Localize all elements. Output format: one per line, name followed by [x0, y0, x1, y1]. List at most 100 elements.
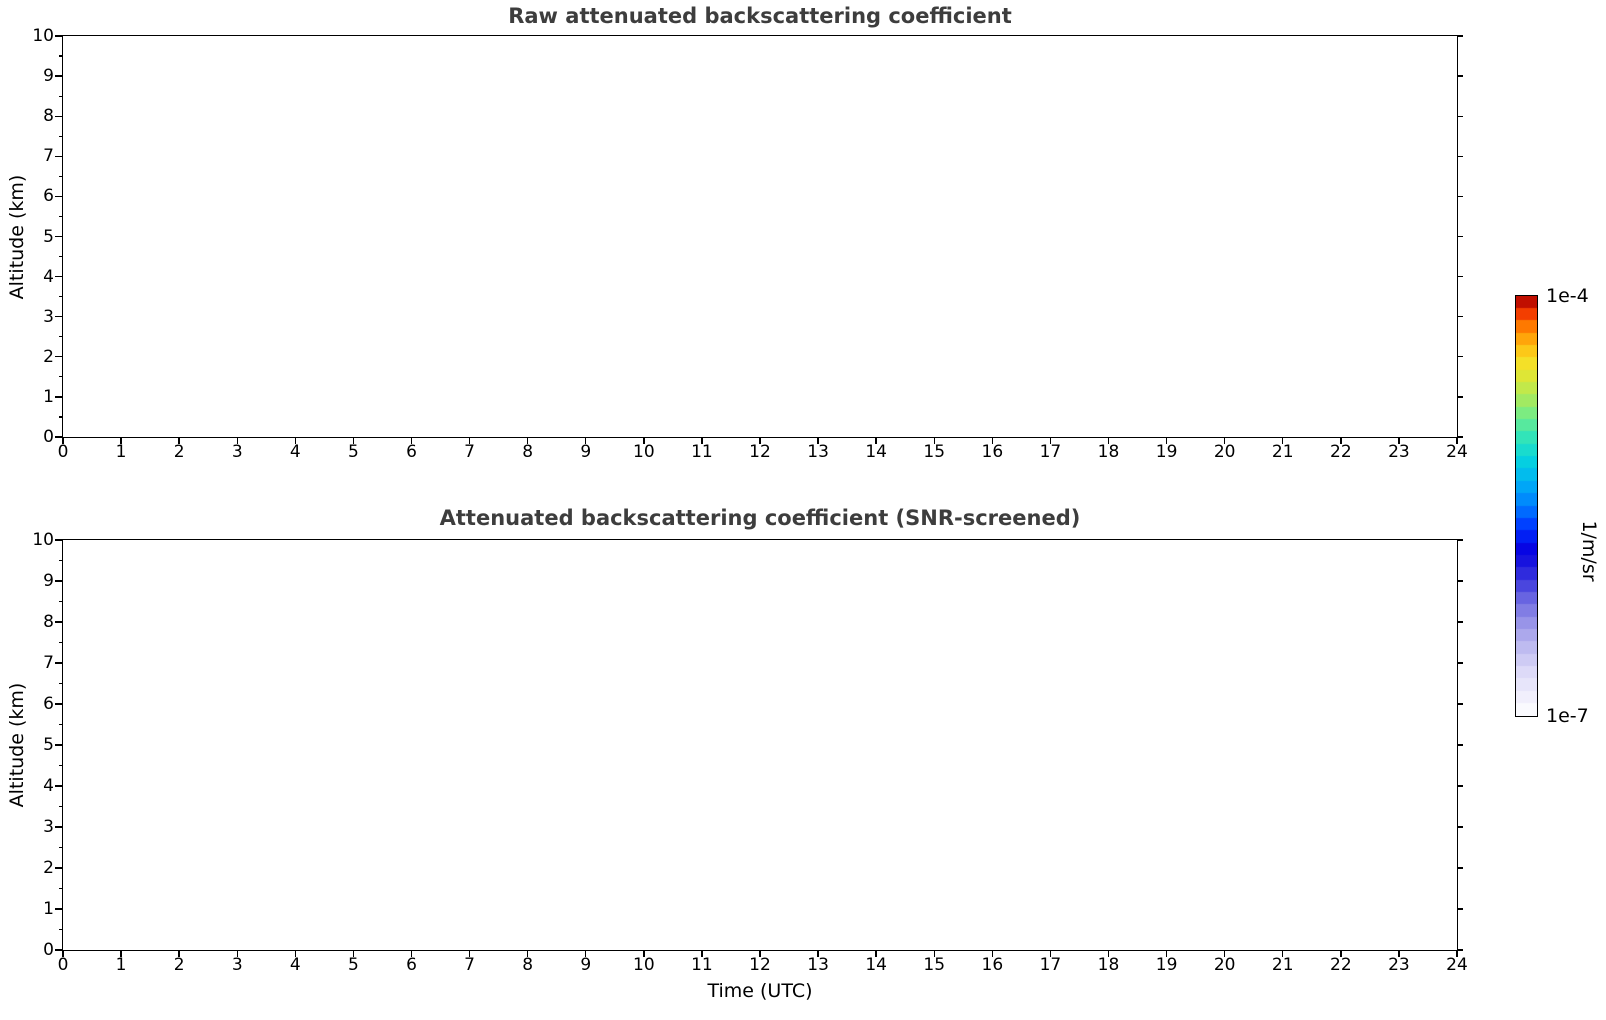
y-minor-tick — [59, 296, 63, 298]
x-tick — [62, 950, 64, 957]
x-tick — [1340, 950, 1342, 957]
y-tick — [55, 703, 63, 705]
x-tick-label: 4 — [289, 442, 301, 462]
y-tick-label: 7 — [43, 146, 54, 167]
panel2-frame — [62, 539, 1458, 951]
y-tick-right — [1457, 662, 1463, 664]
x-tick — [701, 950, 703, 957]
x-tick-label: 10 — [633, 955, 655, 975]
y-tick-label: 10 — [32, 530, 54, 550]
y-minor-tick — [59, 376, 63, 378]
y-tick-right — [1457, 580, 1463, 582]
y-tick-label: 6 — [43, 694, 54, 714]
y-tick-label: 5 — [43, 735, 54, 755]
x-tick — [526, 950, 529, 957]
y-tick-right — [1457, 539, 1463, 541]
y-tick-label: 2 — [43, 858, 54, 878]
y-tick — [55, 275, 63, 278]
x-tick — [759, 437, 761, 444]
y-tick-right — [1457, 275, 1463, 278]
x-tick — [991, 950, 994, 957]
colorbar-min-label: 1e-7 — [1546, 705, 1589, 727]
y-tick-right — [1457, 867, 1463, 869]
y-tick — [55, 621, 63, 623]
x-tick — [294, 950, 297, 957]
x-tick — [643, 437, 645, 444]
x-tick-label: 2 — [173, 955, 185, 975]
x-tick — [1107, 437, 1110, 444]
y-minor-tick — [59, 600, 63, 603]
y-minor-tick — [59, 175, 63, 177]
x-tick-label: 23 — [1388, 442, 1410, 462]
y-minor-tick — [59, 764, 63, 767]
colorbar-max-label: 1e-4 — [1546, 285, 1589, 307]
x-tick — [1456, 950, 1458, 957]
x-tick — [1456, 437, 1458, 444]
x-tick — [410, 437, 413, 444]
x-tick — [178, 950, 180, 957]
x-tick — [875, 950, 877, 957]
y-tick-label: 2 — [43, 346, 54, 367]
y-minor-tick — [59, 887, 63, 890]
x-tick-label: 14 — [865, 955, 887, 975]
y-minor-tick — [59, 723, 63, 726]
x-tick — [1107, 950, 1110, 957]
y-tick-label: 0 — [43, 940, 54, 960]
y-tick-label: 9 — [43, 571, 54, 591]
x-tick — [352, 437, 355, 444]
x-tick — [1165, 950, 1168, 957]
x-tick — [120, 437, 122, 444]
x-tick — [817, 950, 819, 957]
y-tick-right — [1457, 195, 1463, 198]
y-tick-right — [1457, 785, 1463, 787]
y-tick-label: 0 — [43, 427, 54, 447]
x-tick-label: 24 — [1446, 442, 1468, 462]
y-tick-label: 4 — [43, 776, 54, 796]
x-tick-label: 16 — [981, 955, 1004, 975]
x-tick — [178, 437, 180, 444]
x-tick — [701, 437, 703, 444]
x-tick-label: 21 — [1271, 955, 1294, 975]
y-tick-label: 1 — [43, 899, 54, 919]
x-tick-label: 22 — [1330, 955, 1352, 975]
x-tick-label: 13 — [807, 442, 829, 462]
y-tick — [55, 785, 63, 787]
x-tick — [1049, 437, 1052, 444]
x-tick-label: 12 — [749, 955, 771, 975]
x-tick — [236, 950, 238, 957]
x-tick-label: 19 — [1155, 955, 1178, 975]
y-tick-right — [1457, 155, 1463, 157]
y-minor-tick — [59, 641, 63, 644]
x-tick-label: 14 — [865, 442, 887, 462]
x-tick — [991, 437, 994, 444]
y-tick-label: 6 — [43, 186, 54, 207]
x-tick-label: 10 — [633, 442, 655, 462]
panel2-title: Attenuated backscattering coefficient (S… — [439, 506, 1081, 530]
y-tick — [55, 75, 63, 77]
y-tick-right — [1457, 235, 1463, 238]
x-tick — [526, 437, 529, 444]
y-tick-label: 3 — [43, 817, 54, 837]
y-tick-label: 8 — [43, 106, 54, 127]
x-tick — [1165, 437, 1168, 444]
x-axis-label: Time (UTC) — [707, 980, 813, 1002]
x-tick-label: 19 — [1155, 442, 1178, 462]
y-tick-label: 3 — [43, 306, 54, 327]
x-tick-label: 5 — [347, 442, 359, 462]
x-tick — [468, 950, 471, 957]
x-tick-label: 15 — [923, 955, 946, 975]
y-minor-tick — [59, 55, 63, 57]
y-tick-label: 9 — [43, 66, 54, 87]
x-tick-label: 0 — [57, 442, 69, 462]
x-tick-label: 2 — [173, 442, 185, 462]
x-tick-label: 1 — [115, 955, 127, 975]
y-tick-label: 5 — [43, 226, 54, 247]
x-tick-label: 20 — [1213, 442, 1236, 462]
x-tick — [933, 437, 935, 444]
x-tick — [1398, 437, 1400, 444]
x-tick — [1282, 437, 1284, 444]
y-minor-tick — [59, 215, 63, 218]
y-tick-right — [1457, 436, 1463, 438]
y-tick-label: 1 — [43, 386, 54, 407]
x-tick — [1049, 950, 1052, 957]
